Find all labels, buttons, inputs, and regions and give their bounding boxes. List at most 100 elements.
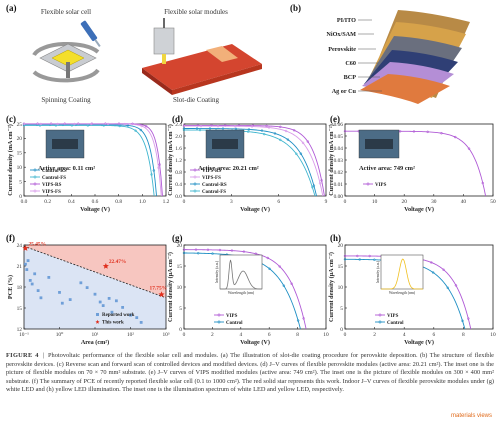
y-tick-label: 20: [177, 243, 183, 249]
series-marker: [431, 271, 435, 274]
y-axis-title: Current density (μA cm⁻²): [167, 252, 174, 322]
caption-label: FIGURE 4: [6, 352, 39, 359]
reported-point: [28, 279, 32, 282]
series-marker: [182, 251, 186, 255]
ink-meniscus: [162, 54, 166, 64]
y-tick-label: 15: [338, 264, 344, 270]
series-marker: [216, 124, 220, 128]
reported-point: [85, 286, 89, 289]
legend-entry: VIPS: [375, 183, 387, 188]
series-marker: [343, 129, 347, 133]
figure-caption: FIGURE 4 | Photovoltaic performance of the…: [6, 352, 494, 395]
inset-spectrum-curve: [381, 258, 423, 290]
panel-c-letter: (c): [6, 114, 16, 124]
series-marker: [292, 128, 296, 132]
legend-entry: VIPS-FS: [42, 190, 61, 195]
series-marker: [247, 128, 251, 131]
reported-point: [24, 262, 27, 266]
x-tick-label: 8: [296, 332, 299, 338]
y-tick-label: 24: [17, 243, 23, 249]
trend-line: [23, 245, 167, 299]
layer-label-0: PI/ITO: [337, 17, 356, 24]
slot-die-illustration: [142, 18, 262, 95]
flexible-solar-modules-title: Flexible solar modules: [164, 8, 228, 16]
legend-marker: [33, 168, 37, 172]
series-marker: [230, 249, 234, 252]
series-marker: [266, 256, 270, 260]
y-tick-label: 0.4: [175, 182, 182, 188]
series-marker: [254, 252, 258, 255]
inset-photo-module: [52, 139, 78, 149]
series-marker: [144, 124, 148, 128]
x-tick-label: 2: [211, 332, 214, 338]
x-axis-title: Area (cm²): [81, 339, 109, 346]
series-marker: [426, 130, 429, 134]
series-marker: [152, 169, 156, 172]
y-tick-label: 1.2: [175, 158, 182, 164]
legend-marker: [33, 182, 37, 186]
series-line-1: [184, 125, 324, 197]
reported-point: [98, 300, 102, 304]
legend-entry: VIPS: [387, 314, 399, 319]
chart-g: (g) 0 2 4 6 8 10 0 5 10 15 20 Voltage (V) Current den…: [167, 233, 329, 346]
x-tick-label: 30: [431, 199, 437, 205]
legend-marker: [33, 175, 37, 179]
legend-marker: [193, 189, 197, 193]
spin-coating-illustration: [32, 20, 101, 83]
x-tick-label: 0.8: [115, 199, 122, 205]
y-axis-title: Current density (μA cm⁻²): [328, 252, 335, 322]
chart-panels: (c)0.0 0.2 0.4 0.6 0.8 1.0 1.20510152025Voltag…: [6, 114, 496, 346]
series-line-2: [184, 128, 317, 197]
series-marker: [412, 130, 416, 133]
series-marker: [282, 284, 286, 287]
film-edge: [142, 68, 172, 95]
reported-point: [107, 297, 111, 300]
this-work-star: [158, 291, 165, 298]
device-layer-stack: [360, 10, 470, 104]
legend-marker: [378, 313, 382, 317]
y-tick-label: 18: [17, 285, 23, 291]
series-marker: [260, 129, 264, 132]
pce-label: 22.47%: [109, 259, 127, 265]
series-marker: [343, 258, 347, 261]
series-marker: [150, 173, 153, 176]
series-marker: [199, 124, 203, 128]
chart-f: (f) 10⁻¹ 10⁰ 10¹ 10² 10³ 12 15 18 21 24 Area (cm²) P…: [6, 233, 170, 346]
pce-label: 25.45%: [28, 241, 46, 247]
x-tick-label: 0.2: [44, 199, 51, 205]
x-tick-label: 8: [462, 332, 465, 338]
x-axis-title: Voltage (V): [404, 339, 434, 346]
series-marker: [279, 138, 282, 142]
legend-marker: [378, 320, 382, 324]
y-tick-label: 21: [17, 264, 23, 270]
series-marker: [299, 152, 303, 155]
series-marker: [311, 185, 314, 189]
series-marker: [123, 122, 127, 126]
x-tick-label: 6: [268, 332, 271, 338]
x-tick-label: 20: [402, 199, 408, 205]
series-marker: [358, 258, 361, 261]
x-tick-label: 0.0: [21, 199, 28, 205]
series-marker: [273, 132, 277, 135]
series-marker: [446, 286, 450, 290]
series-marker: [481, 181, 485, 185]
series-marker: [461, 319, 464, 323]
panel-a: (a) Flexible solar cell Flexible solar m…: [6, 3, 262, 104]
pipette-icon: [80, 20, 101, 48]
x-tick-label: 0.6: [92, 199, 99, 205]
y-tick-label: 0.8: [175, 170, 182, 176]
x-tick-label: 4: [239, 332, 242, 338]
series-marker: [157, 166, 160, 169]
x-tick-label: 6: [432, 332, 435, 338]
y-tick-label: 25: [17, 122, 23, 128]
y-tick-label: 15: [177, 264, 183, 270]
series-marker: [373, 258, 376, 262]
film-front: [172, 64, 262, 95]
series-marker: [267, 126, 271, 129]
spinner-shaft: [66, 62, 70, 78]
series-marker: [368, 254, 371, 258]
legend-marker: [193, 168, 197, 172]
legend-entry: VIPS-FS: [202, 176, 221, 181]
y-tick-label: 15: [17, 306, 23, 312]
y-tick-label: 0.05: [334, 134, 344, 140]
